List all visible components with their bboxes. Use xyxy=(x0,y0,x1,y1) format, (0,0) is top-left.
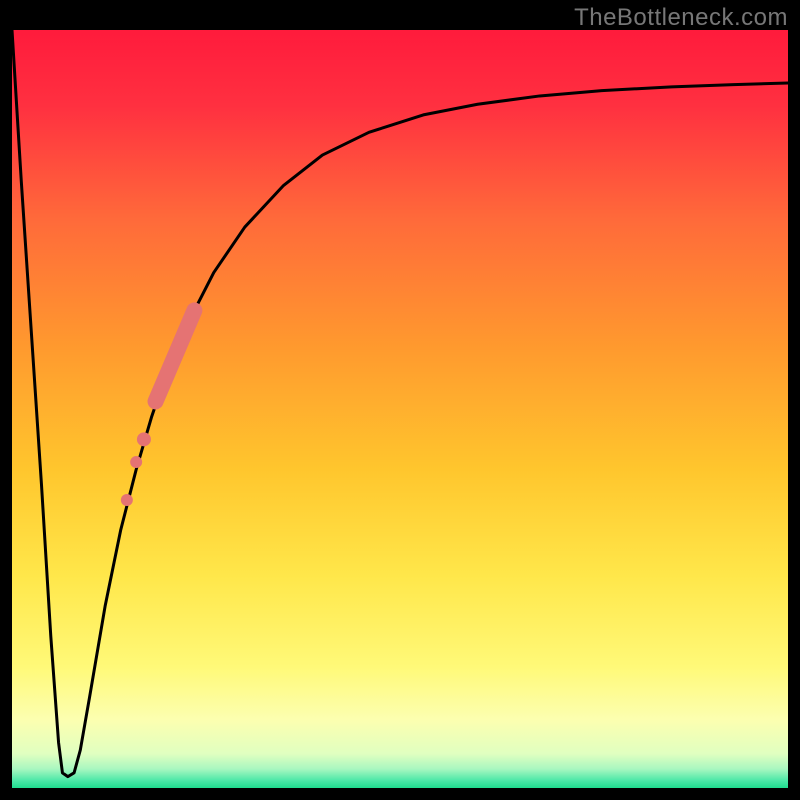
highlight-segment xyxy=(156,310,195,401)
bottleneck-curve xyxy=(12,30,788,777)
curve-overlay xyxy=(12,30,788,788)
highlight-dot-1 xyxy=(130,456,142,468)
highlight-dot-0 xyxy=(137,432,151,446)
watermark-text: TheBottleneck.com xyxy=(574,4,788,32)
plot-area xyxy=(12,30,788,788)
chart-container: TheBottleneck.com xyxy=(0,0,800,800)
highlight-dot-2 xyxy=(121,494,133,506)
